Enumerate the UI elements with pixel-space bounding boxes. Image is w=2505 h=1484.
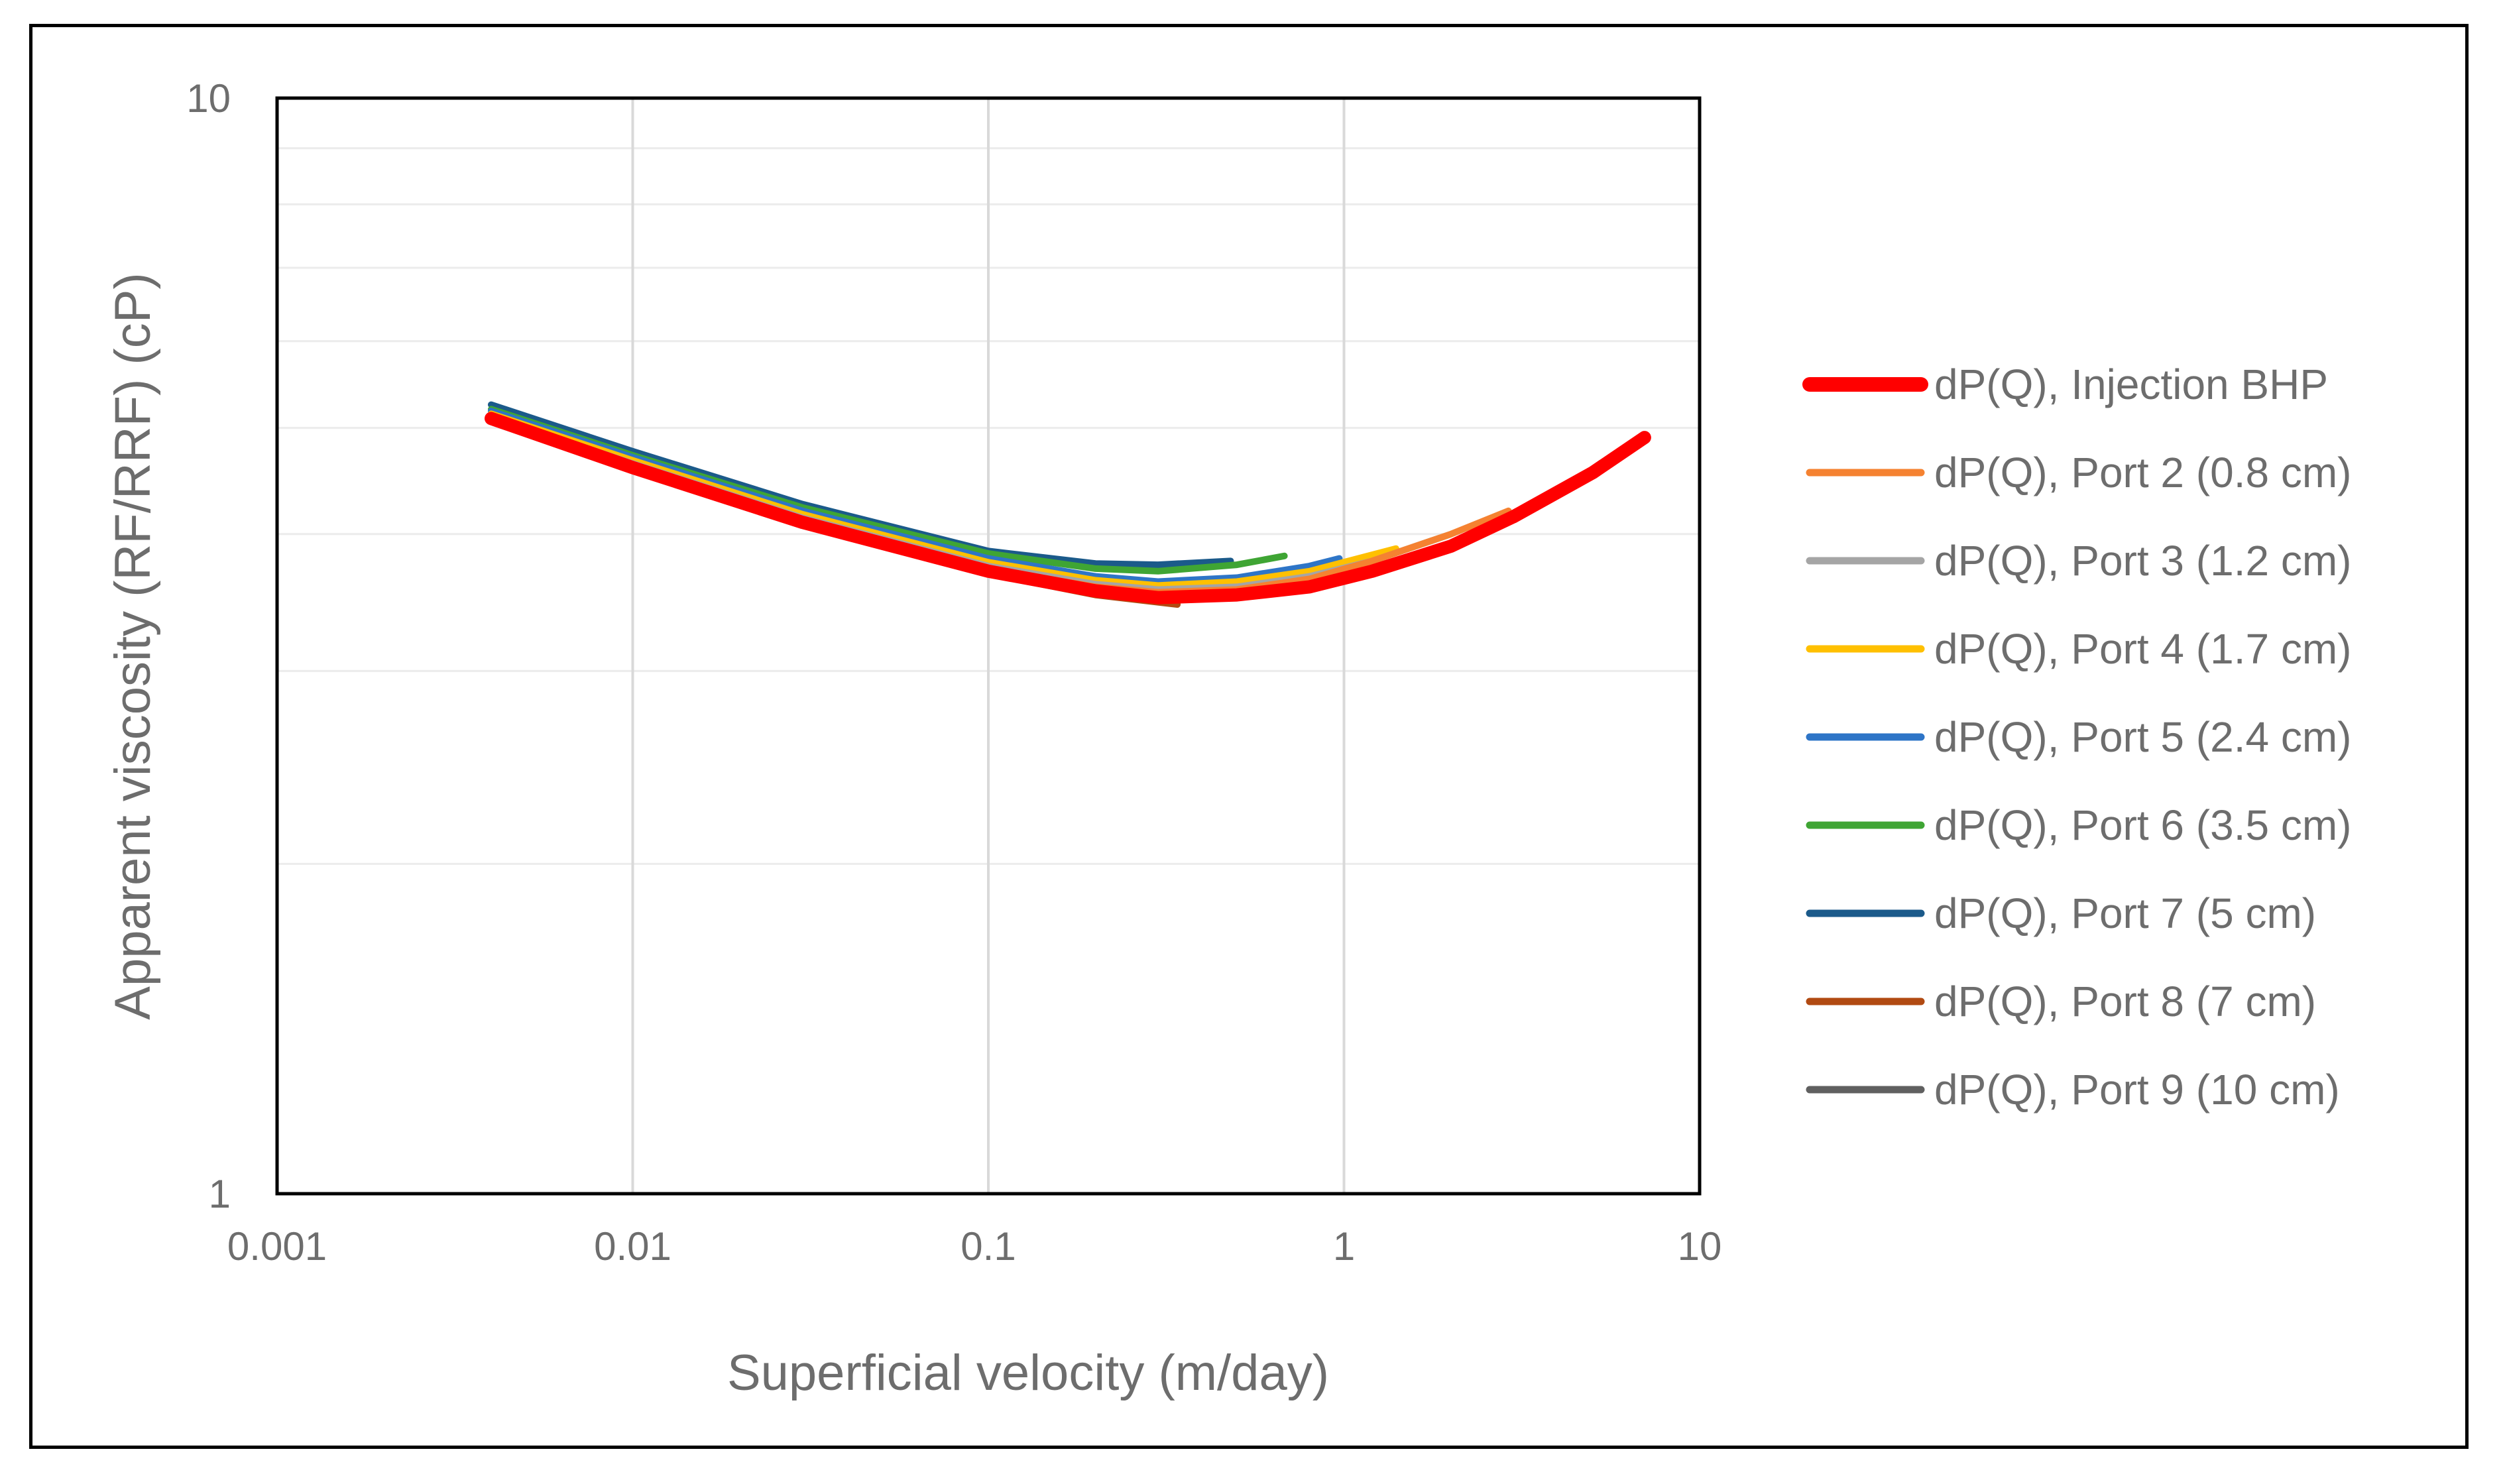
legend-label: dP(Q), Port 6 (3.5 cm) — [1934, 801, 2351, 849]
x-tick-label: 0.1 — [961, 1224, 1016, 1269]
y-tick-label: 1 — [209, 1172, 231, 1216]
tick-labels: 0.001 0.01 0.1 1 10 1 10 — [186, 76, 1721, 1269]
series-lines — [485, 401, 1651, 608]
x-axis-title: Superficial velocity (m/day) — [727, 1345, 1329, 1401]
y-tick-label: 10 — [186, 76, 231, 121]
legend-label: dP(Q), Port 4 (1.7 cm) — [1934, 625, 2351, 673]
gridlines — [277, 98, 1700, 1194]
x-tick-label: 0.01 — [594, 1224, 671, 1269]
legend-label: dP(Q), Port 7 (5 cm) — [1934, 889, 2316, 937]
legend-label: dP(Q), Port 8 (7 cm) — [1934, 978, 2316, 1025]
legend-label: dP(Q), Port 2 (0.8 cm) — [1934, 449, 2351, 496]
legend-label: dP(Q), Injection BHP — [1934, 361, 2328, 408]
legend: dP(Q), Injection BHP dP(Q), Port 2 (0.8 c… — [1802, 361, 2351, 1113]
y-axis-title: Apparent viscosity (RF/RRF) (cP) — [105, 272, 161, 1020]
chart-frame — [29, 24, 2469, 1449]
x-tick-label: 1 — [1333, 1224, 1355, 1269]
x-tick-label: 10 — [1678, 1224, 1722, 1269]
legend-label: dP(Q), Port 9 (10 cm) — [1934, 1066, 2340, 1113]
legend-label: dP(Q), Port 3 (1.2 cm) — [1934, 537, 2351, 585]
legend-label: dP(Q), Port 5 (2.4 cm) — [1934, 713, 2351, 761]
plot-area-border — [275, 96, 1702, 1196]
x-tick-label: 0.001 — [227, 1224, 327, 1269]
series-line-1 — [485, 412, 1651, 604]
